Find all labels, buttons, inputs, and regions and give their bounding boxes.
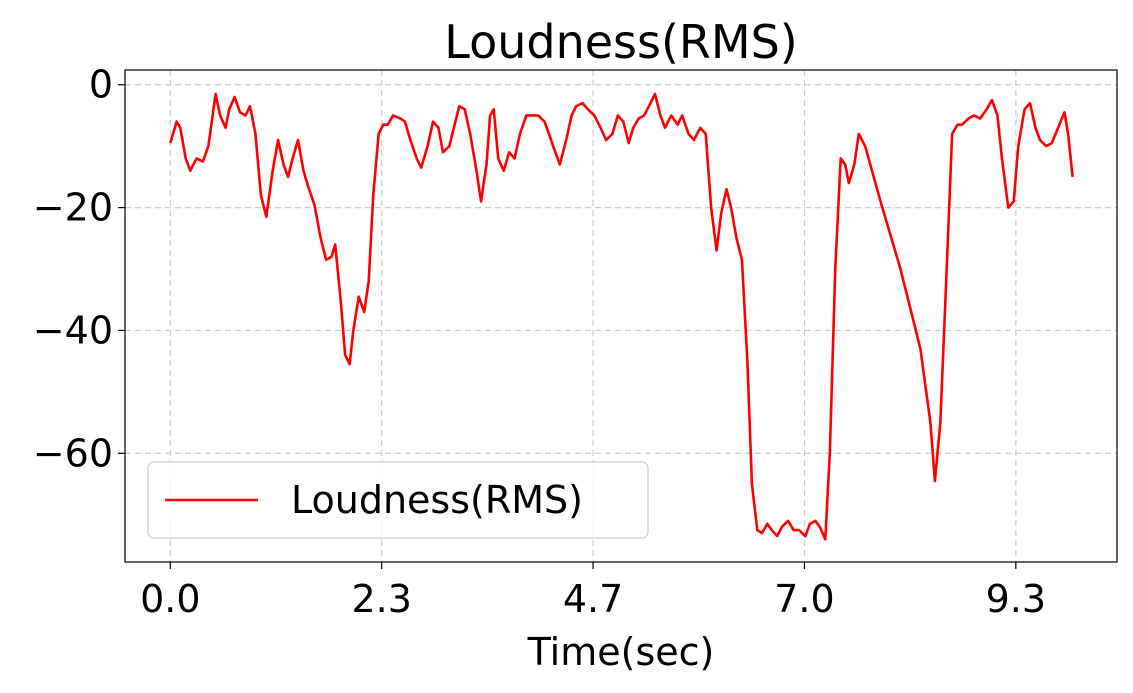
x-tick-label: 4.7 xyxy=(563,577,623,621)
y-tick-label: −60 xyxy=(33,431,113,475)
y-tick-label: −40 xyxy=(33,308,113,352)
x-tick-label: 0.0 xyxy=(140,577,200,621)
plot-frame xyxy=(124,69,1118,563)
legend-box xyxy=(147,461,649,539)
legend-label: Loudness(RMS) xyxy=(291,478,583,522)
x-axis-label: Time(sec) xyxy=(527,630,715,674)
line-series xyxy=(169,92,1074,541)
x-tick-label: 2.3 xyxy=(351,577,411,621)
chart-title: Loudness(RMS) xyxy=(444,15,797,69)
y-tick-label: 0 xyxy=(89,63,113,107)
x-tick-label: 9.3 xyxy=(986,577,1046,621)
y-tick-label: −20 xyxy=(33,186,113,230)
x-tick-label: 7.0 xyxy=(774,577,834,621)
